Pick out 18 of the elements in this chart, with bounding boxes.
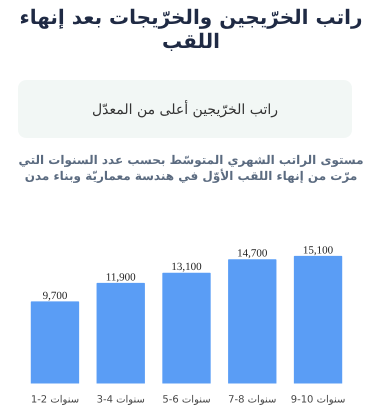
bar [228,259,276,384]
x-tick-label: 7-8 سنوات [228,394,276,406]
bar [294,256,342,384]
bar [162,272,211,384]
data-label: 9,700 [42,290,68,302]
data-label: 13,100 [171,261,202,274]
text: راتب الخرّيجين أعلى من المعدّل [92,100,278,120]
bar [30,301,80,384]
data-label: 15,100 [302,244,334,256]
chart-title: راتب الخرّيجين والخرّيجات بعد إنهاء اللقب [18,5,364,53]
chart-subtitle: مستوى الراتب الشهري المتوسّط بحسب عدد السنوات التي مرّت من إنهاء اللقب الأوّل في هندسة معماريّة وبناء مدن [17,153,365,184]
data-label: 14,700 [237,248,268,260]
x-tick-label: 9-10 سنوات [290,394,346,406]
bar [96,282,145,384]
x-tick-label: 1-2 سنوات [30,394,80,406]
x-tick-label: 5-6 سنوات [162,394,211,406]
x-tick-label: 3-4 سنوات [96,394,145,406]
data-label: 11,900 [106,271,136,284]
